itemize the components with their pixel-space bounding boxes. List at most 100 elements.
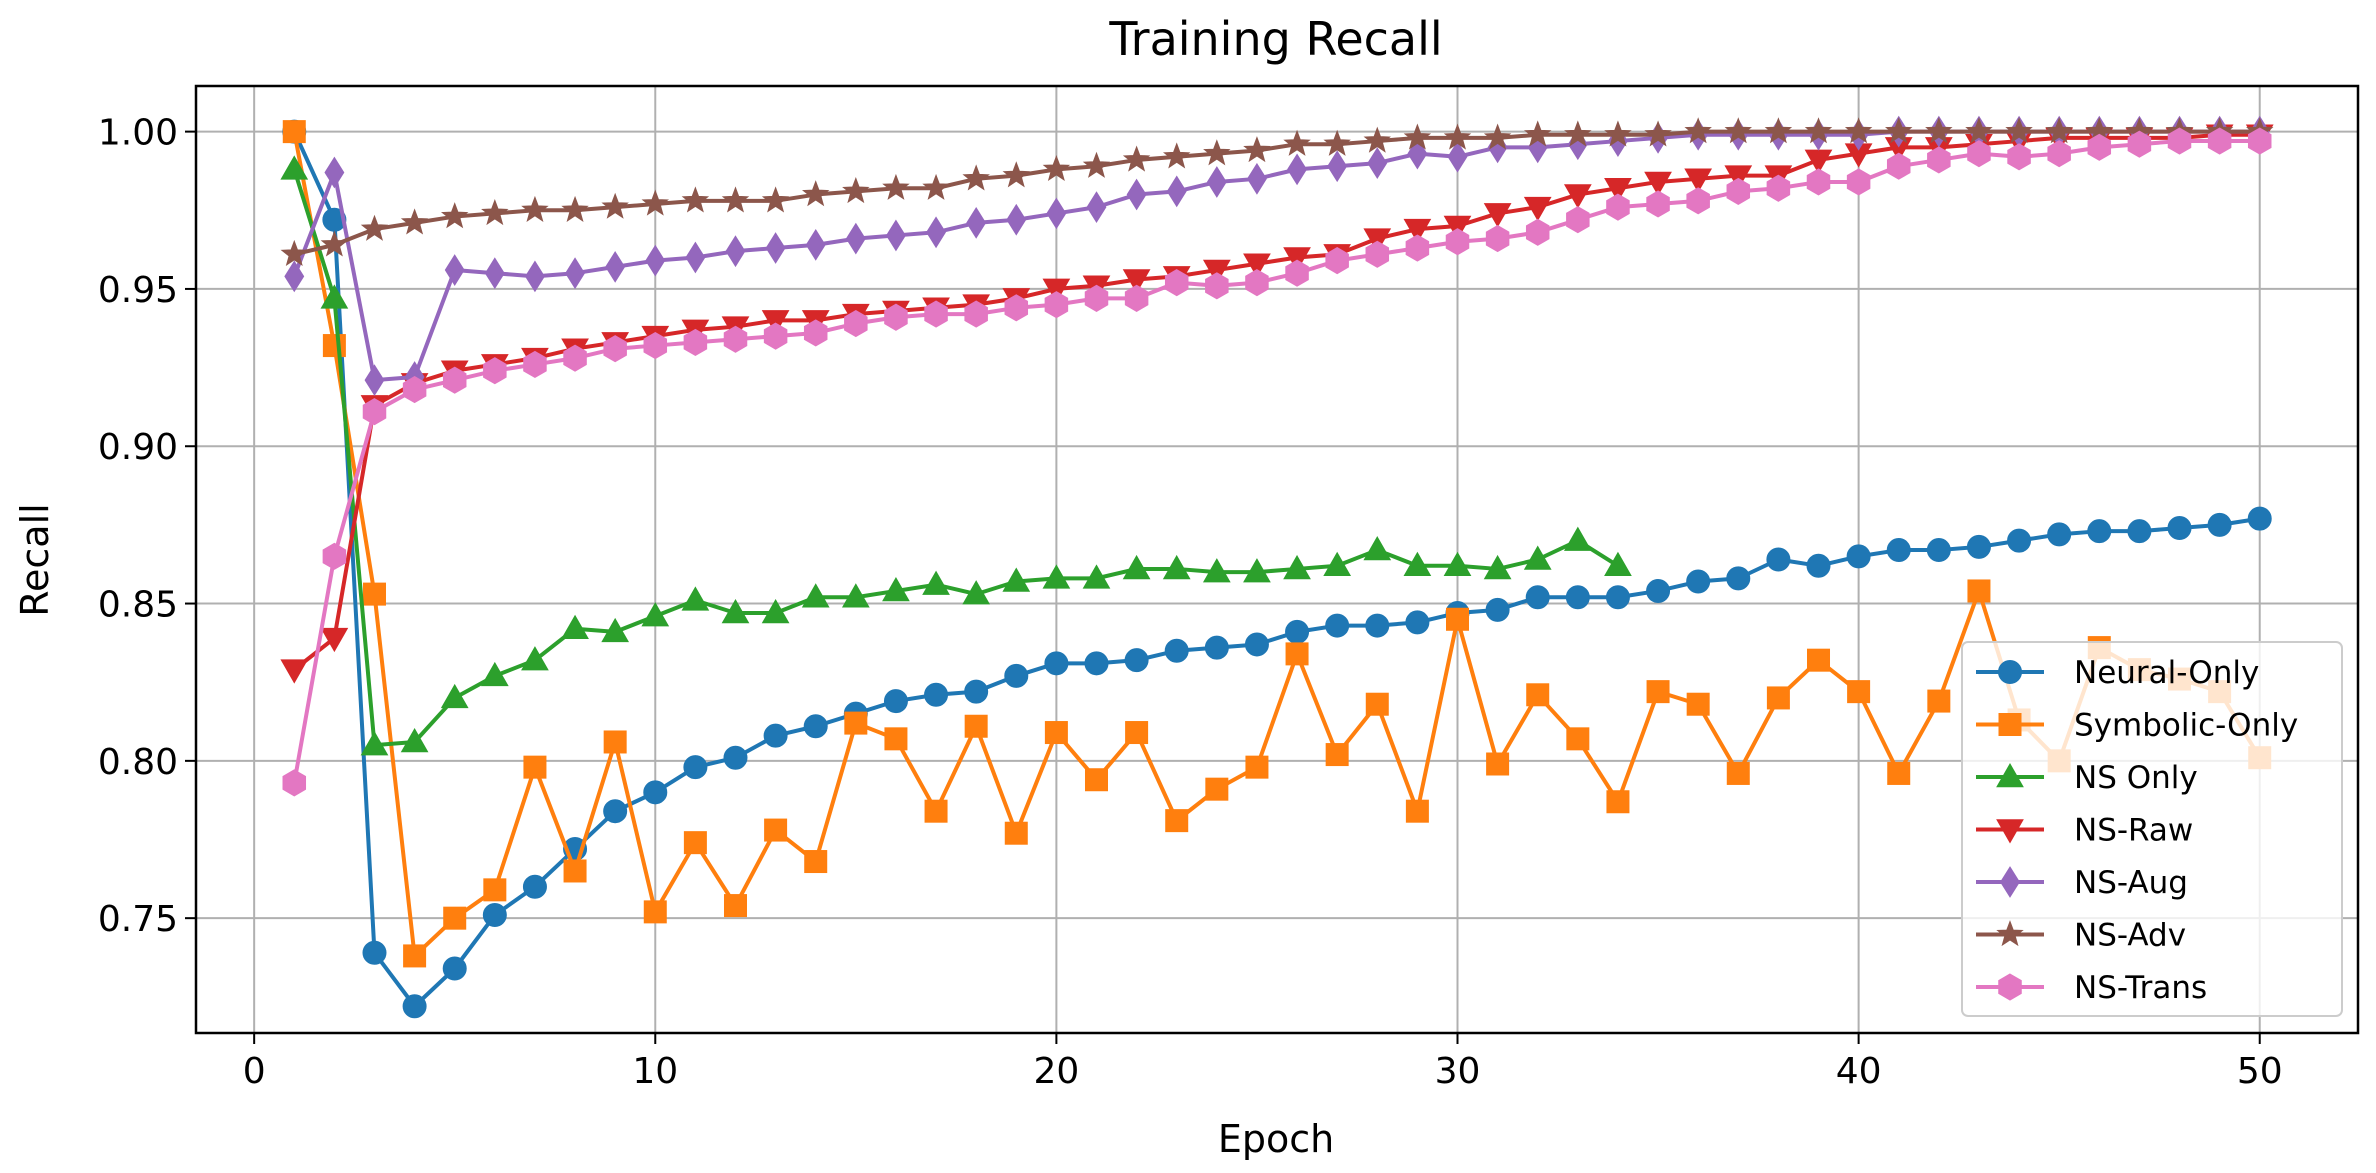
data-point-ns-trans — [844, 309, 868, 338]
data-point-neural-only — [803, 714, 828, 739]
data-point-symbolic-only — [1967, 579, 1991, 603]
data-point-ns-raw — [280, 659, 309, 684]
data-point-ns-adv — [1644, 120, 1672, 147]
data-point-symbolic-only — [403, 944, 427, 968]
axis-ticks: 0 10 20 30 40 50 0.75 0.80 0.85 0.90 0.95 1.00 — [98, 113, 2283, 1092]
data-point-symbolic-only — [964, 714, 988, 738]
data-point-ns-trans — [2007, 143, 2031, 171]
data-point-ns-trans — [1365, 240, 1390, 268]
data-point-neural-only — [1525, 585, 1550, 610]
legend-label: Neural-Only — [2074, 655, 2259, 691]
data-point-ns-adv — [1002, 161, 1030, 188]
data-point-ns-trans — [1004, 294, 1029, 322]
data-point-ns-only — [922, 570, 950, 595]
data-point-ns-adv — [842, 176, 870, 204]
data-point-ns-aug — [605, 251, 626, 283]
data-point-ns-trans — [362, 398, 387, 426]
data-point-ns-aug — [1046, 197, 1067, 230]
data-point-neural-only — [1325, 613, 1350, 638]
data-point-neural-only — [683, 755, 708, 780]
data-point-ns-raw — [1363, 228, 1392, 253]
data-point-ns-only — [801, 583, 830, 608]
data-point-neural-only — [1164, 638, 1189, 663]
data-point-ns-only — [962, 580, 991, 605]
data-point-ns-adv — [320, 230, 349, 257]
data-point-ns-aug — [1287, 153, 1308, 186]
data-point-symbolic-only — [1646, 680, 1670, 704]
data-point-ns-adv — [1403, 123, 1432, 150]
data-point-neural-only — [482, 903, 507, 928]
data-point-ns-adv — [440, 202, 469, 229]
data-point-ns-only — [440, 683, 469, 709]
data-point-ns-aug — [1006, 203, 1027, 236]
data-point-ns-trans — [1124, 284, 1149, 312]
data-point-neural-only — [1886, 538, 1911, 563]
data-point-neural-only — [2087, 519, 2112, 544]
y-tick-label: 0.75 — [98, 899, 178, 940]
data-point-ns-raw — [1483, 203, 1512, 228]
data-point-neural-only — [1565, 585, 1590, 610]
data-point-neural-only — [1044, 651, 1069, 676]
series-line-symbolic-only — [292, 131, 2262, 958]
data-point-symbolic-only — [764, 818, 788, 842]
data-point-neural-only — [1926, 538, 1951, 563]
data-point-neural-only — [1605, 585, 1630, 610]
legend-label: Symbolic-Only — [2074, 708, 2298, 744]
data-point-ns-only — [1122, 554, 1151, 580]
data-point-symbolic-only — [683, 831, 707, 855]
data-point-ns-trans — [1967, 140, 1991, 168]
data-point-ns-adv — [1243, 136, 1271, 163]
data-point-ns-aug — [324, 156, 345, 189]
data-point-ns-adv — [1443, 123, 1472, 150]
data-point-symbolic-only — [1285, 642, 1309, 666]
data-point-ns-trans — [1726, 177, 1751, 205]
legend-label: NS Only — [2074, 760, 2198, 796]
data-point-neural-only — [1124, 648, 1149, 673]
data-point-ns-trans — [803, 319, 828, 347]
data-point-ns-only — [601, 617, 630, 643]
data-point-ns-adv — [1684, 117, 1712, 144]
data-point-ns-adv — [1163, 142, 1191, 169]
legend-label: NS-Trans — [2074, 970, 2207, 1006]
data-point-ns-aug — [805, 228, 826, 261]
data-point-neural-only — [883, 689, 908, 714]
data-point-neural-only — [2127, 519, 2152, 544]
data-point-ns-trans — [2087, 133, 2112, 161]
data-point-ns-adv — [1042, 154, 1071, 182]
data-point-ns-raw — [1684, 168, 1713, 193]
data-point-ns-adv — [1804, 117, 1833, 144]
data-point-ns-only — [841, 583, 870, 608]
legend-swatch-marker — [1996, 920, 2024, 947]
y-tick-label: 0.90 — [98, 427, 178, 468]
legend: Neural-Only Symbolic-Only NS Only NS-Raw NS-… — [1961, 641, 2343, 1017]
data-point-neural-only — [442, 956, 467, 981]
data-point-ns-only — [400, 727, 429, 753]
data-point-ns-adv — [2005, 117, 2033, 144]
data-point-ns-adv — [801, 180, 830, 207]
data-point-neural-only — [362, 940, 387, 965]
data-point-ns-trans — [1525, 218, 1550, 246]
data-point-neural-only — [1004, 663, 1029, 688]
data-point-ns-only — [1483, 554, 1512, 580]
data-point-ns-adv — [882, 173, 910, 200]
data-point-symbolic-only — [884, 727, 908, 751]
data-point-ns-only — [1202, 558, 1231, 583]
data-point-ns-trans — [683, 328, 708, 356]
legend-entry-ns-adv: NS-Adv — [1976, 918, 2186, 954]
data-point-ns-aug — [1327, 150, 1348, 183]
data-point-ns-trans — [1686, 187, 1710, 215]
series-symbolic-only — [282, 120, 2272, 968]
y-tick-label: 0.85 — [98, 585, 178, 626]
data-point-ns-adv — [280, 239, 308, 266]
legend-entry-ns-trans: NS-Trans — [1976, 970, 2207, 1006]
data-point-neural-only — [763, 723, 788, 748]
legend-entry-ns-aug: NS-Aug — [1976, 865, 2188, 901]
data-point-ns-adv — [1564, 120, 1592, 147]
data-point-ns-trans — [563, 344, 587, 372]
data-point-ns-trans — [1806, 168, 1831, 196]
data-point-symbolic-only — [1245, 755, 1269, 779]
data-point-neural-only — [1204, 635, 1229, 660]
data-point-ns-adv — [1604, 120, 1632, 147]
series-ns-aug — [284, 115, 2270, 397]
data-point-symbolic-only — [1887, 761, 1911, 785]
